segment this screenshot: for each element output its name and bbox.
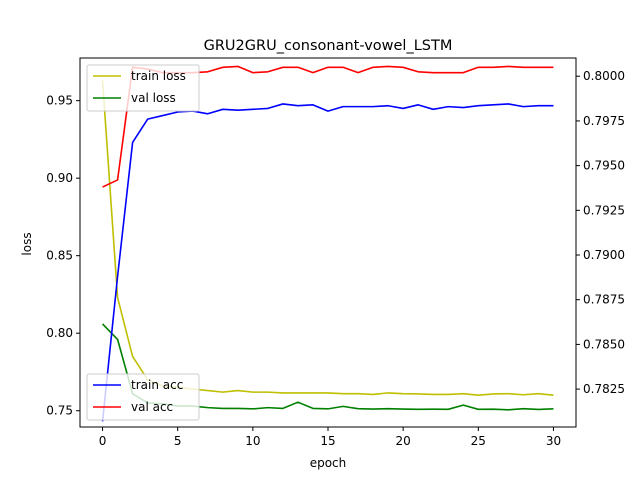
legend-label-val-loss: val loss (131, 91, 176, 105)
x-tick-label: 15 (320, 434, 335, 448)
y2-tick-label: 0.7975 (583, 114, 625, 128)
y2-tick-label: 0.7900 (583, 248, 625, 262)
legend-acc: train acc val acc (86, 373, 200, 421)
y2-tick-label: 0.7850 (583, 337, 625, 351)
y2-tick-label: 0.7875 (583, 293, 625, 307)
y-tick-label: 0.85 (46, 249, 73, 263)
x-tick-label: 25 (471, 434, 486, 448)
x-tick-label: 20 (396, 434, 411, 448)
y-tick-label: 0.90 (46, 171, 73, 185)
y2-tick-label: 0.7825 (583, 382, 625, 396)
legend-label-train-acc: train acc (131, 378, 183, 392)
x-tick-label: 0 (99, 434, 107, 448)
series-line-train-acc (101, 103, 554, 422)
y-tick-label: 0.80 (46, 326, 73, 340)
legend-loss: train loss val loss (86, 64, 200, 112)
chart-title: GRU2GRU_consonant-vowel_LSTM (204, 38, 453, 54)
legend-label-val-acc: val acc (131, 400, 173, 414)
y-tick-label: 0.95 (46, 94, 73, 108)
y-axis-label: loss (20, 232, 34, 255)
x-tick-label: 30 (546, 434, 561, 448)
x-tick-label: 5 (174, 434, 182, 448)
y2-tick-label: 0.7925 (583, 203, 625, 217)
plot-frame (79, 57, 577, 428)
y2-tick-label: 0.7950 (583, 159, 625, 173)
y-tick-label: 0.75 (46, 404, 73, 418)
x-tick-label: 10 (245, 434, 260, 448)
y2-tick-label: 0.8000 (583, 69, 625, 83)
x-axis-label: epoch (310, 456, 347, 470)
ticks-layer: 0 5 10 15 20 25 30 0.75 0.80 0.85 0.90 0.95 0.7825 0.… (46, 69, 625, 448)
legend-label-train-loss: train loss (131, 69, 186, 83)
